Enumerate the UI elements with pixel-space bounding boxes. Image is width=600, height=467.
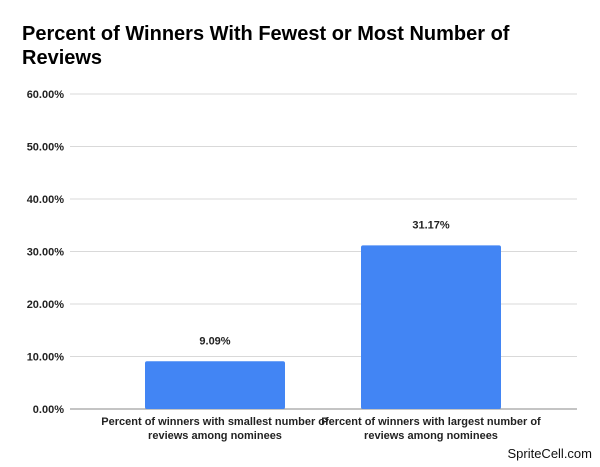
- y-axis-ticks: 0.00% 10.00% 20.00% 30.00% 40.00% 50.00% 60.00…: [27, 89, 65, 416]
- y-tick-label: 30.00%: [27, 247, 65, 259]
- y-tick-label: 50.00%: [27, 142, 65, 154]
- y-tick-label: 0.00%: [33, 404, 64, 416]
- watermark: SpriteCell.com: [507, 446, 592, 461]
- data-label: 31.17%: [412, 219, 450, 231]
- x-category-label-smallest: Percent of winners with smallest number …: [101, 416, 329, 442]
- bars: [145, 245, 501, 409]
- x-category-label-largest: Percent of winners with largest number o…: [321, 416, 541, 442]
- y-tick-label: 60.00%: [27, 89, 65, 101]
- data-labels: 9.09% 31.17%: [199, 219, 449, 347]
- bar: [361, 245, 501, 409]
- y-tick-label: 40.00%: [27, 194, 65, 206]
- y-tick-label: 20.00%: [27, 299, 65, 311]
- bar: [145, 361, 285, 409]
- data-label: 9.09%: [199, 335, 230, 347]
- chart-title: Percent of Winners With Fewest or Most N…: [22, 23, 510, 69]
- y-tick-label: 10.00%: [27, 352, 65, 364]
